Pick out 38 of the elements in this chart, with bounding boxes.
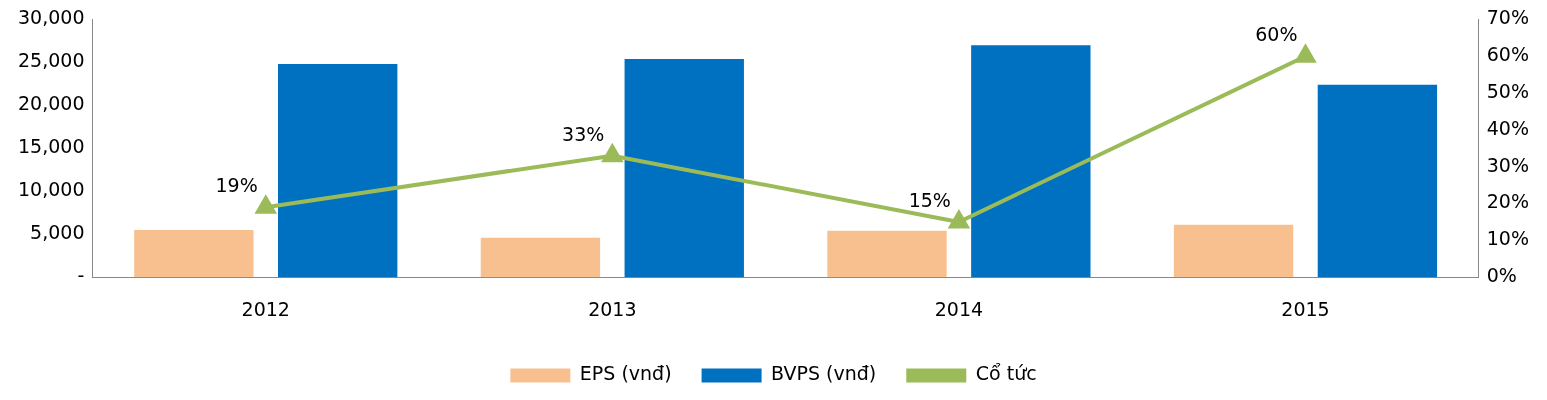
y-tick-label: 25,000 [18, 49, 85, 72]
data-label: 15% [908, 188, 951, 211]
bar [624, 58, 744, 278]
y-tick-label: 15,000 [18, 135, 85, 158]
y2-tick-label: 60% [1486, 43, 1529, 66]
bar [1173, 224, 1294, 278]
y2-tick-label: 0% [1486, 264, 1517, 287]
bar [134, 229, 254, 278]
x-tick-label: 2014 [934, 297, 984, 320]
bar [827, 230, 947, 278]
legend-label: EPS (vnđ) [579, 362, 672, 385]
data-label: 33% [562, 122, 605, 145]
y-tick-label: 10,000 [18, 178, 85, 201]
point [255, 196, 276, 214]
bar [1317, 84, 1438, 278]
x-tick-label: 2012 [241, 297, 290, 320]
x-tick-label: 2015 [1281, 297, 1330, 320]
y2-tick-label: 50% [1486, 79, 1529, 102]
y2-tick-label: 40% [1486, 116, 1529, 139]
y2-tick-label: 30% [1486, 153, 1529, 176]
y-tick-label: 5,000 [30, 221, 85, 244]
legend-label: Cổ tức [975, 362, 1037, 385]
data-label: 60% [1255, 23, 1298, 46]
data-label: 19% [215, 174, 258, 197]
y-tick-label: 30,000 [18, 6, 85, 29]
point [949, 210, 969, 229]
x-tick-label: 2013 [588, 297, 637, 320]
y-tick-label: 20,000 [18, 92, 85, 115]
legend-label: BVPS (vnđ) [771, 362, 877, 385]
point [601, 142, 624, 163]
y2-tick-label: 20% [1486, 190, 1529, 213]
y2-tick-label: 10% [1486, 227, 1529, 250]
y-tick-label: - [77, 264, 85, 287]
bar [971, 45, 1091, 278]
y2-tick-label: 70% [1486, 6, 1529, 29]
bar [480, 237, 601, 278]
point [1295, 45, 1316, 63]
bar [277, 64, 398, 278]
